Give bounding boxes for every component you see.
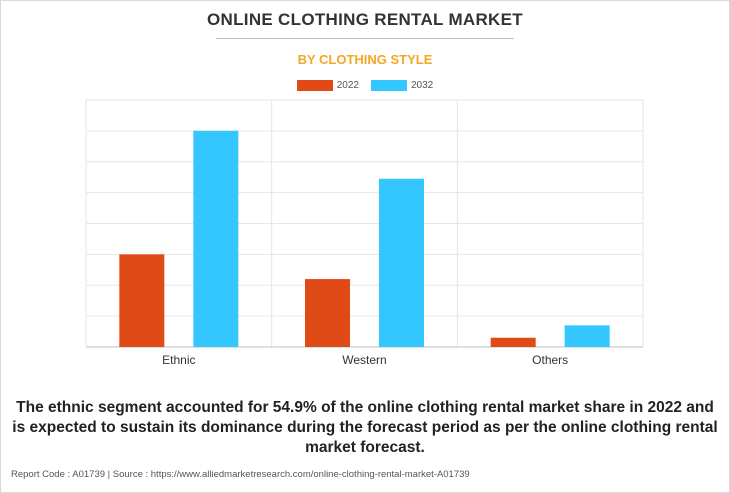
bar-ethnic-2032 bbox=[193, 130, 239, 347]
bar-western-2022 bbox=[305, 279, 350, 347]
bar-others-2022 bbox=[490, 337, 536, 347]
legend-item-2032[interactable]: 2032 bbox=[371, 80, 433, 91]
legend-swatch-2032 bbox=[371, 80, 407, 91]
title-divider bbox=[216, 38, 514, 39]
x-tick-label-ethnic: Ethnic bbox=[162, 353, 195, 367]
chart-subtitle: BY CLOTHING STYLE bbox=[297, 52, 433, 67]
legend: 2022 2032 bbox=[0, 80, 730, 91]
x-tick-label-western: Western bbox=[342, 353, 386, 367]
report-footer: Report Code : A01739 | Source : https://… bbox=[11, 469, 470, 480]
legend-label-2022: 2022 bbox=[336, 80, 359, 91]
chart-caption: The ethnic segment accounted for 54.9% o… bbox=[12, 399, 718, 456]
legend-swatch-2022 bbox=[296, 80, 333, 91]
legend-label-2032: 2032 bbox=[411, 80, 434, 91]
chart-title: ONLINE CLOTHING RENTAL MARKET bbox=[207, 10, 523, 29]
bar-ethnic-2022 bbox=[119, 254, 165, 347]
bar-others-2032 bbox=[564, 325, 610, 347]
x-tick-label-others: Others bbox=[532, 353, 568, 367]
legend-item-2022[interactable]: 2022 bbox=[296, 80, 359, 91]
bar-western-2032 bbox=[379, 178, 424, 347]
